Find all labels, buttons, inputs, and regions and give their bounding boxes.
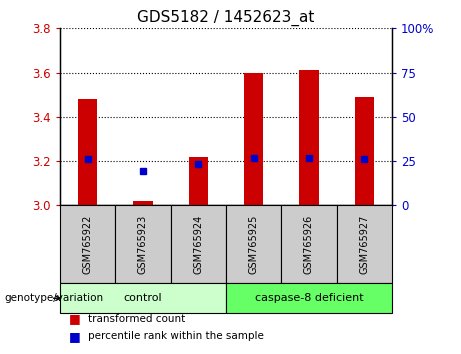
Text: GSM765923: GSM765923 — [138, 215, 148, 274]
Text: ■: ■ — [69, 312, 81, 325]
Text: GSM765927: GSM765927 — [359, 215, 369, 274]
Bar — [355, 97, 374, 205]
Bar — [299, 70, 319, 205]
Text: percentile rank within the sample: percentile rank within the sample — [88, 331, 264, 341]
Bar — [78, 99, 97, 205]
Bar — [244, 73, 263, 205]
Bar — [171, 205, 226, 283]
Bar — [281, 205, 337, 283]
Text: GSM765925: GSM765925 — [248, 215, 259, 274]
Text: ■: ■ — [69, 330, 81, 343]
Bar — [226, 283, 392, 313]
Text: GSM765926: GSM765926 — [304, 215, 314, 274]
Text: transformed count: transformed count — [88, 314, 185, 324]
Bar — [60, 283, 226, 313]
Text: genotype/variation: genotype/variation — [5, 293, 104, 303]
Bar — [115, 205, 171, 283]
Bar — [337, 205, 392, 283]
Text: GSM765922: GSM765922 — [83, 215, 93, 274]
Bar — [133, 201, 153, 205]
Text: caspase-8 deficient: caspase-8 deficient — [254, 293, 363, 303]
Bar — [226, 205, 281, 283]
Title: GDS5182 / 1452623_at: GDS5182 / 1452623_at — [137, 9, 314, 25]
Bar — [189, 156, 208, 205]
Text: GSM765924: GSM765924 — [193, 215, 203, 274]
Text: control: control — [124, 293, 162, 303]
Bar — [60, 205, 115, 283]
